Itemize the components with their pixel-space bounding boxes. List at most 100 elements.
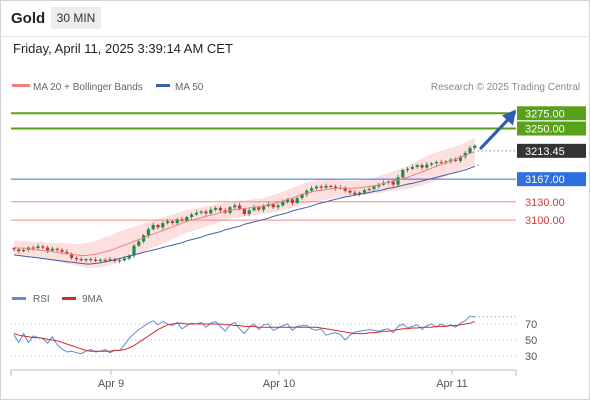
candle-body [305, 190, 309, 195]
candle-body [151, 224, 155, 230]
candle-body [391, 181, 395, 185]
candle-body [98, 259, 102, 261]
level-label-3167.00: 3167.00 [525, 174, 565, 186]
candle-body [190, 214, 194, 218]
candle-body [458, 156, 462, 161]
candle-body [463, 152, 467, 157]
candle-body [281, 201, 285, 206]
level-label-3130.00: 3130.00 [525, 197, 565, 209]
candle-body [103, 259, 107, 261]
candle-body [12, 248, 16, 250]
candle-body [209, 209, 213, 214]
candle-body [84, 259, 88, 261]
x-tick-label: Apr 11 [436, 378, 468, 390]
candle-body [286, 199, 290, 202]
ma20-line [13, 151, 475, 256]
candle-body [142, 235, 146, 242]
candle-body [367, 188, 371, 191]
level-box-3275.00 [517, 106, 586, 121]
candle-body [41, 246, 45, 248]
candle-body [434, 162, 438, 164]
candle-body [271, 204, 275, 208]
rsi-tick-label-30: 30 [525, 351, 537, 363]
candle-body [79, 259, 83, 261]
candle-body [194, 212, 198, 215]
rsi-line [13, 315, 475, 355]
candle-body [314, 186, 318, 189]
candle-body [247, 210, 251, 214]
candle-body [362, 190, 366, 193]
candle-body [74, 257, 78, 260]
candle-body [348, 190, 352, 193]
candle-body [343, 187, 347, 191]
candle-body [214, 207, 218, 210]
forecast-arrow-head [502, 109, 516, 126]
ma20-legend-label: MA 20 + Bollinger Bands [33, 82, 143, 93]
candle-body [468, 148, 472, 153]
header-bar: Gold 30 MIN [0, 0, 588, 37]
rsi-ma-legend-swatch [62, 297, 76, 300]
last-price-label: 3213.45 [525, 146, 565, 158]
candle-body [295, 198, 299, 203]
candle-body [108, 259, 112, 261]
level-label-3275.00: 3275.00 [525, 108, 565, 120]
ma50-line [13, 165, 475, 265]
candle-body [439, 162, 443, 164]
candle-body [276, 205, 280, 208]
rsi-ma-legend-label: 9MA [82, 294, 103, 305]
last-price-box [517, 143, 586, 158]
candle-body [300, 194, 304, 199]
candle-body [94, 259, 98, 261]
forecast-arrow-shaft [479, 115, 512, 150]
rsi-legend-swatch [12, 297, 26, 300]
candle-body [444, 161, 448, 163]
candle-body [166, 221, 170, 224]
candle-body [319, 186, 323, 188]
candle-body [50, 248, 54, 251]
candle-body [161, 223, 165, 228]
candle-body [89, 259, 93, 261]
candle-body [252, 207, 256, 211]
candle-body [55, 248, 59, 250]
candle-body [218, 207, 222, 211]
ma50-legend-swatch [156, 84, 170, 87]
candle-body [137, 241, 141, 246]
candle-body [324, 185, 328, 188]
candle-body [262, 206, 266, 210]
timeframe-button[interactable]: 30 MIN [51, 7, 101, 29]
candle-body [415, 165, 419, 167]
candle-body [420, 165, 424, 168]
candle-body [46, 247, 50, 251]
candle-body [175, 219, 179, 224]
candle-body [31, 247, 35, 249]
instrument-title: Gold [11, 10, 46, 27]
candle-body [60, 249, 64, 252]
candle-body [127, 255, 131, 259]
x-axis: Apr 9 Apr 10 Apr 11 [98, 370, 468, 390]
rsi-ma-line [13, 321, 475, 352]
candle-body [65, 251, 69, 254]
price-panel: 3275.00 3250.00 3167.00 3130.00 3100.00 3213.… [11, 106, 586, 268]
candle-body [238, 205, 242, 210]
level-label-3100.00: 3100.00 [525, 215, 565, 227]
candle-body [329, 185, 333, 187]
analysis-datetime: Friday, April 11, 2025 3:39:14 AM CET [13, 41, 233, 56]
candle-body [17, 249, 21, 252]
candle-body [430, 163, 434, 165]
candle-body [334, 186, 338, 189]
ma50-legend-label: MA 50 [175, 82, 204, 93]
x-tick-label: Apr 9 [98, 378, 124, 390]
candle-body [290, 199, 294, 203]
candle-body [118, 260, 122, 262]
candle-body [185, 217, 189, 221]
candle-body [473, 145, 477, 149]
level-box-3167.00 [517, 172, 586, 187]
rsi-legend-label: RSI [33, 294, 50, 305]
candle-body [170, 221, 174, 224]
candle-body [122, 258, 126, 261]
candle-body [22, 249, 26, 252]
candle-body [199, 211, 203, 213]
level-box-3250.00 [517, 121, 586, 136]
rsi-panel: 70 50 30 [11, 315, 537, 363]
